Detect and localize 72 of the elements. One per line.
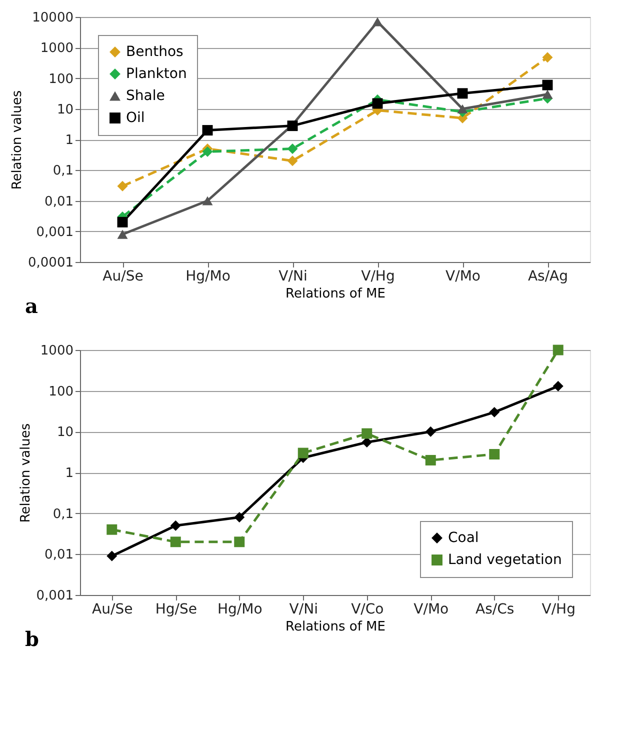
legend-label: Shale: [126, 88, 165, 104]
x-tick-label: As/Cs: [476, 602, 514, 618]
legend-label: Oil: [126, 110, 145, 126]
y-tick-label: 10: [56, 102, 74, 118]
y-tick-label: 0,01: [44, 548, 74, 563]
point: [372, 17, 383, 26]
point: [287, 143, 298, 154]
point: [542, 80, 553, 90]
y-tick-label: 10: [56, 425, 74, 440]
point: [362, 437, 372, 448]
x-axis-title: Relations of ME: [286, 620, 386, 634]
point: [234, 512, 245, 523]
point: [202, 196, 213, 206]
legend-label: Coal: [448, 530, 479, 546]
y-tick-label: 0,01: [44, 194, 74, 210]
y-tick-label: 0,0001: [28, 256, 74, 270]
x-tick-label: V/Co: [351, 602, 384, 618]
x-tick-label: V/Ni: [289, 602, 318, 618]
y-tick-label: 1000: [40, 344, 74, 358]
point: [202, 125, 213, 136]
y-axis-title: Relation values: [10, 90, 26, 190]
y-tick-label: 100: [48, 384, 74, 400]
x-tick-label: V/Mo: [446, 268, 480, 284]
y-tick-label: 0,1: [52, 506, 74, 522]
text: b: [25, 627, 39, 651]
x-tick-label: Hg/Se: [155, 602, 197, 618]
point: [489, 406, 500, 418]
point: [372, 98, 383, 109]
x-tick-label: V/Ni: [278, 268, 308, 284]
y-tick-label: 0,001: [36, 588, 74, 604]
y-tick-label: 1: [65, 133, 74, 148]
point: [106, 524, 118, 535]
point: [552, 380, 564, 392]
point: [425, 426, 436, 437]
x-tick-label: V/Hg: [542, 602, 576, 618]
x-tick-label: V/Hg: [361, 268, 395, 284]
x-tick-label: As/Ag: [528, 268, 568, 284]
point: [552, 344, 564, 356]
point: [298, 448, 308, 458]
x-axis-title: Relations of ME: [286, 286, 386, 302]
point: [202, 146, 213, 157]
text: a: [25, 294, 38, 318]
point: [457, 88, 468, 99]
y-axis-title: Relation values: [18, 423, 34, 523]
point: [170, 520, 181, 531]
point: [170, 536, 181, 548]
point: [106, 550, 118, 562]
point: [489, 448, 500, 460]
y-tick-label: 1: [65, 466, 74, 481]
x-tick-label: Au/Se: [102, 268, 144, 284]
y-tick-label: 0,001: [36, 224, 74, 240]
point: [542, 90, 553, 99]
point: [457, 104, 468, 114]
y-tick-label: 100: [48, 72, 74, 87]
legend-label: Plankton: [126, 66, 187, 82]
x-tick-label: Au/Se: [92, 602, 133, 618]
point: [362, 428, 372, 439]
point: [287, 156, 298, 166]
y-tick-label: 10000: [32, 10, 74, 26]
x-tick-label: V/Mo: [414, 602, 449, 618]
x-tick-label: Hg/Mo: [217, 602, 262, 618]
point: [117, 216, 128, 228]
x-tick-label: Hg/Mo: [186, 268, 230, 284]
y-tick-label: 1000: [40, 41, 74, 56]
legend-label: Land vegetation: [448, 552, 562, 568]
point: [542, 52, 553, 63]
legend-label: Benthos: [126, 44, 184, 60]
y-tick-label: 0,1: [52, 164, 74, 179]
point: [117, 180, 128, 192]
point: [234, 536, 245, 548]
point: [117, 230, 128, 239]
point: [425, 454, 436, 466]
